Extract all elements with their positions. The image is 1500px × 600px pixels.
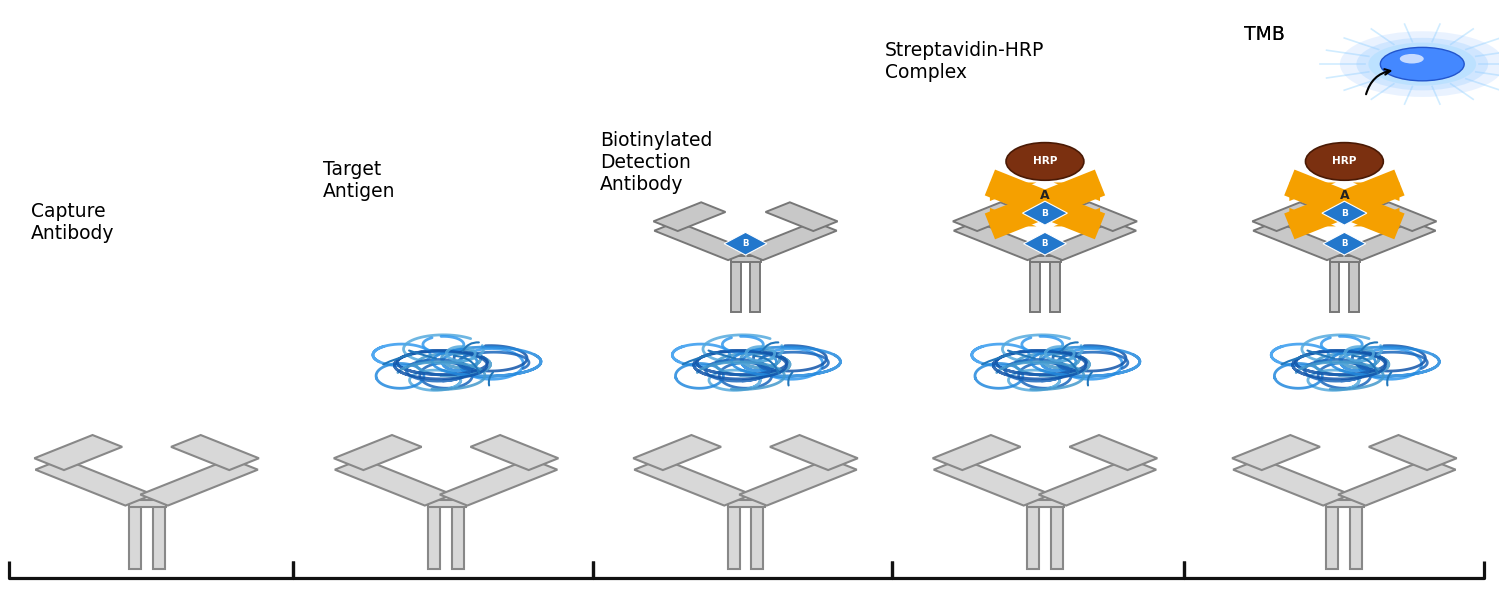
Bar (1052, 500, 1064, 569)
Polygon shape (1290, 182, 1336, 201)
Ellipse shape (1305, 143, 1383, 180)
Circle shape (1400, 54, 1423, 64)
Bar (750, 256, 760, 312)
Bar (1326, 500, 1364, 507)
Bar (452, 500, 464, 569)
Circle shape (1368, 43, 1476, 86)
Polygon shape (1353, 182, 1400, 201)
Text: B: B (1341, 209, 1348, 218)
Polygon shape (740, 458, 856, 506)
Polygon shape (1070, 435, 1156, 470)
Polygon shape (741, 221, 837, 260)
Text: A: A (1040, 189, 1050, 202)
Polygon shape (954, 221, 1050, 260)
Bar (153, 500, 165, 569)
Polygon shape (334, 458, 453, 506)
Polygon shape (1023, 201, 1068, 225)
Polygon shape (633, 435, 722, 470)
Bar (1329, 256, 1360, 262)
Polygon shape (34, 435, 122, 470)
Text: B: B (1041, 209, 1048, 218)
Text: HRP: HRP (1332, 157, 1356, 166)
Text: Streptavidin-HRP
Complex: Streptavidin-HRP Complex (885, 41, 1044, 82)
Bar (129, 500, 141, 569)
Bar (1326, 500, 1338, 569)
Bar (730, 256, 741, 312)
Polygon shape (990, 208, 1036, 226)
Polygon shape (1340, 221, 1436, 260)
Polygon shape (1323, 232, 1365, 255)
Bar (1030, 256, 1060, 262)
Polygon shape (1252, 202, 1324, 231)
Polygon shape (724, 232, 766, 255)
Polygon shape (471, 435, 558, 470)
Polygon shape (654, 221, 750, 260)
Circle shape (1380, 47, 1464, 81)
Polygon shape (1040, 221, 1136, 260)
Bar (129, 500, 166, 507)
Polygon shape (990, 182, 1036, 201)
Polygon shape (1353, 208, 1400, 226)
Polygon shape (654, 202, 726, 231)
Polygon shape (765, 202, 837, 231)
Text: Capture
Antibody: Capture Antibody (32, 202, 115, 243)
Text: A: A (1340, 189, 1348, 202)
Polygon shape (1053, 182, 1100, 201)
Polygon shape (171, 435, 260, 470)
Text: B: B (1341, 239, 1347, 248)
Polygon shape (1232, 435, 1320, 470)
Polygon shape (933, 435, 1020, 470)
Polygon shape (1038, 458, 1156, 506)
Bar (1028, 500, 1039, 569)
Polygon shape (1065, 202, 1137, 231)
Bar (1350, 500, 1362, 569)
Bar (1028, 500, 1065, 507)
Polygon shape (1338, 458, 1455, 506)
Polygon shape (141, 458, 258, 506)
Bar (1329, 256, 1340, 312)
Text: Target
Antigen: Target Antigen (324, 160, 396, 201)
Polygon shape (36, 458, 153, 506)
Polygon shape (1252, 221, 1350, 260)
Polygon shape (334, 435, 422, 470)
Polygon shape (952, 202, 1024, 231)
Polygon shape (770, 435, 858, 470)
Polygon shape (1365, 202, 1437, 231)
Circle shape (1340, 31, 1500, 97)
Bar (427, 500, 465, 507)
Bar (752, 500, 764, 569)
Bar (728, 500, 765, 507)
Bar (1030, 256, 1039, 312)
Polygon shape (634, 458, 752, 506)
Text: B: B (1041, 239, 1048, 248)
Polygon shape (1233, 458, 1350, 506)
Text: HRP: HRP (1034, 157, 1058, 166)
Circle shape (1356, 38, 1488, 91)
Text: Biotinylated
Detection
Antibody: Biotinylated Detection Antibody (600, 131, 712, 194)
Polygon shape (440, 458, 558, 506)
Text: TMB: TMB (1244, 25, 1286, 44)
Bar (730, 256, 762, 262)
Bar (427, 500, 439, 569)
Bar (1050, 256, 1059, 312)
Bar (728, 500, 740, 569)
Ellipse shape (1007, 143, 1084, 180)
Polygon shape (1053, 208, 1100, 226)
Polygon shape (1370, 435, 1456, 470)
Polygon shape (1322, 201, 1366, 225)
Text: B: B (742, 239, 748, 248)
Polygon shape (1290, 208, 1336, 226)
Polygon shape (933, 458, 1052, 506)
Bar (1350, 256, 1359, 312)
Polygon shape (1023, 232, 1066, 255)
Text: TMB: TMB (1244, 25, 1286, 44)
